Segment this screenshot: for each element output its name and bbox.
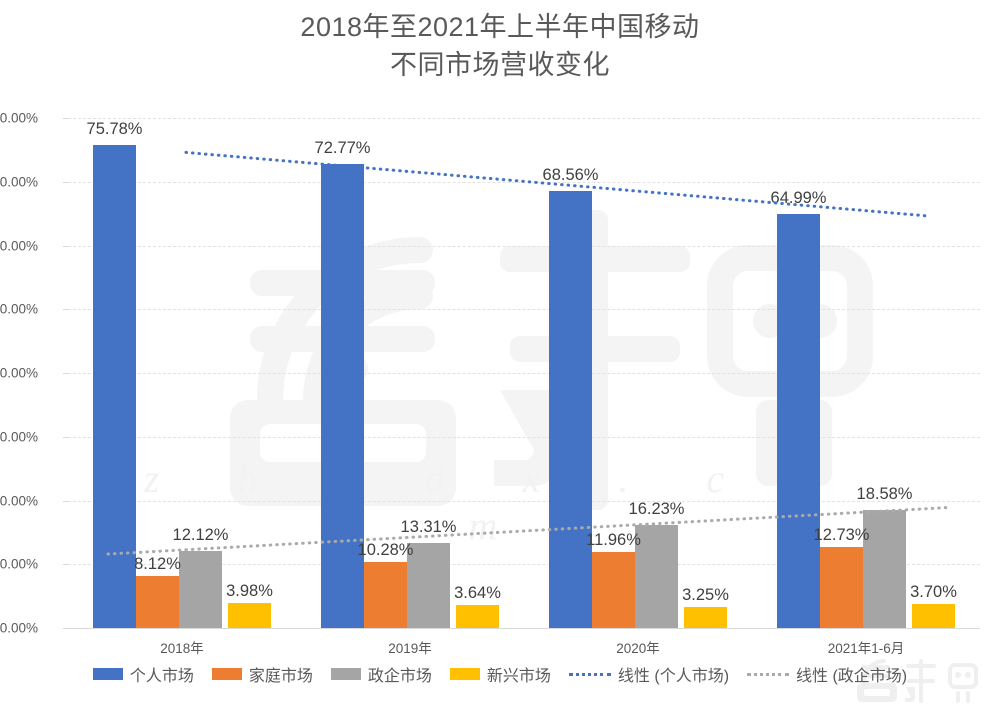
chart-legend: 个人市场 家庭市场 政企市场 新兴市场 线性 (个人市场) 线性 (政企市场) [0,662,1000,686]
legend-label: 新兴市场 [486,668,551,685]
y-tick-label: 40.00% [0,365,38,381]
bar-新兴市场[interactable] [456,604,499,628]
gridline [68,309,980,311]
bar-家庭市场[interactable] [592,551,635,628]
legend-item-个人市场[interactable]: 个人市场 [92,662,194,686]
y-tick-label: 0.00% [0,620,38,636]
legend-item-政企市场[interactable]: 政企市场 [330,662,432,686]
y-tick-label: 30.00% [0,429,38,445]
bar-家庭市场[interactable] [364,562,407,628]
legend-label: 个人市场 [129,668,194,685]
bar-家庭市场[interactable] [820,546,863,628]
legend-label: 家庭市场 [248,668,313,685]
bar-新兴市场[interactable] [684,607,727,628]
data-label: 11.96% [586,530,641,549]
y-tick-mark [63,564,68,566]
bar-个人市场[interactable] [549,190,592,628]
data-label: 64.99% [770,188,827,207]
bar-group: 68.56% 11.96% 16.23% 3.25% [543,118,729,628]
legend-dotted-line-icon [568,672,611,676]
y-tick-mark [63,628,68,629]
data-label: 10.28% [357,541,414,560]
legend-label: 线性 (个人市场) [617,668,730,685]
bar-新兴市场[interactable] [912,604,955,628]
x-tick-label: 2020年 [616,641,660,656]
legend-dotted-line-icon [747,672,790,676]
data-label: 12.73% [813,525,870,544]
legend-item-线性 (政企市场)[interactable]: 线性 (政企市场) [747,662,907,686]
y-tick-label: 10.00% [0,556,38,572]
data-label: 8.12% [134,555,181,574]
x-tick-label: 2021年1-6月 [827,641,905,656]
data-label: 72.77% [314,139,371,158]
y-tick-mark [63,245,68,247]
axis-baseline [68,628,980,629]
chart-title: 2018年至2021年上半年中国移动 不同市场营收变化 [300,12,700,80]
y-tick-label: 70.00% [0,174,38,190]
bar-新兴市场[interactable] [228,602,271,628]
legend-item-新兴市场[interactable]: 新兴市场 [449,662,551,686]
y-tick-mark [63,373,68,374]
bar-家庭市场[interactable] [136,576,179,628]
legend-swatch-icon [92,668,123,680]
bar-个人市场[interactable] [93,144,136,628]
y-tick-mark [63,181,68,183]
y-tick-label: 50.00% [0,301,38,317]
y-tick-mark [63,500,68,502]
gridline [68,564,980,566]
y-tick-label: 80.00% [0,110,38,126]
bar-政企市场[interactable] [179,550,222,628]
gridline [68,118,980,119]
bar-group: 72.77% 10.28% 13.31% 3.64% [315,118,501,628]
bar-政企市场[interactable] [407,543,450,628]
data-label: 18.58% [856,484,913,503]
x-tick-label: 2019年 [388,641,432,656]
data-label: 75.78% [86,119,143,138]
bar-个人市场[interactable] [777,213,820,628]
legend-item-线性 (个人市场)[interactable]: 线性 (个人市场) [568,662,730,686]
legend-label: 线性 (政企市场) [796,668,908,685]
gridline [68,500,980,502]
gridline [68,373,980,374]
data-label: 3.25% [682,586,729,605]
y-tick-mark [63,118,68,119]
y-tick-label: 60.00% [0,238,38,253]
plot-area: 0.00% 10.00% 20.00% 30.00% 40.00% 50.00% 60.00… [0,111,980,656]
legend-item-家庭市场[interactable]: 家庭市场 [211,662,313,686]
y-tick-label: 20.00% [0,493,38,508]
bar-group: 64.99% 12.73% 18.58% 3.70% [771,118,957,628]
bar-group: 75.78% 8.12% 12.12% 3.98% [87,118,273,628]
data-label: 3.64% [454,583,501,602]
y-tick-mark [63,436,68,438]
legend-swatch-icon [211,668,242,680]
legend-swatch-icon [449,668,480,680]
y-tick-mark [63,309,68,311]
bar-政企市场[interactable] [635,524,678,628]
legend-swatch-icon [330,668,361,680]
data-label: 3.98% [226,581,273,600]
data-label: 13.31% [400,518,457,537]
data-label: 16.23% [628,499,685,518]
data-label: 68.56% [542,165,599,184]
x-tick-label: 2018年 [160,641,204,656]
data-label: 3.70% [910,583,957,602]
legend-label: 政企市场 [367,668,432,685]
data-label: 12.12% [172,525,229,544]
